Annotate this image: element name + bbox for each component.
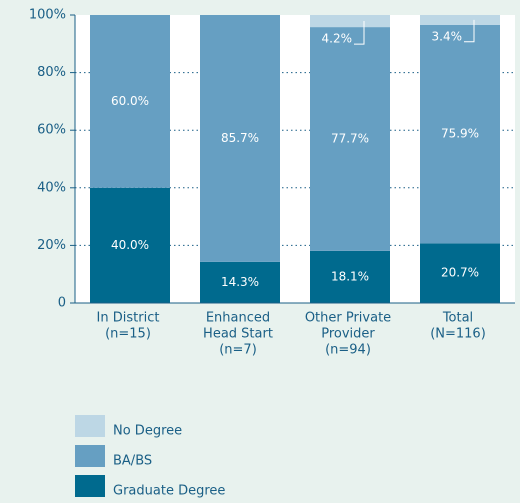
data-label: 60.0% [111,94,149,108]
bar-segment [90,15,170,188]
y-tick-label: 60% [37,123,66,138]
legend-label: BA/BS [113,454,152,469]
x-tick-label: (n=15) [105,327,151,342]
x-tick-label: Head Start [203,327,273,342]
data-label: 85.7% [221,131,259,145]
y-tick-label: 0 [58,296,66,311]
x-tick-label: (N=116) [430,327,486,342]
data-label: 40.0% [111,238,149,252]
data-label: 4.2% [322,32,353,46]
x-tick-label: Provider [321,327,375,342]
data-label: 77.7% [331,131,369,145]
bar-segment [200,261,280,303]
y-tick-label: 100% [29,8,66,23]
bar-segment [420,24,500,244]
x-tick-label: Enhanced [206,311,270,326]
legend-label: No Degree [113,424,182,439]
x-tick-label: In District [97,311,160,326]
y-tick-label: 20% [37,238,66,253]
bar-segment [90,187,170,303]
data-label: 3.4% [432,29,463,43]
bar-segment [420,15,500,25]
bar-segment [310,250,390,303]
data-label: 18.1% [331,269,369,283]
label-leader [464,19,475,43]
x-tick-label: (n=94) [325,343,371,358]
bar-segment [420,243,500,303]
legend-swatch [75,415,105,437]
label-leader [354,21,365,45]
legend-label: Graduate Degree [113,484,225,499]
legend-swatch [75,475,105,497]
bar-segment [310,15,390,28]
x-tick-label: Other Private [305,311,391,326]
y-tick-label: 40% [37,180,66,195]
legend-swatch [75,445,105,467]
x-tick-label: Total [442,311,473,326]
x-tick-label: (n=7) [219,343,257,358]
y-tick-label: 80% [37,65,66,80]
bar-segment [310,27,390,251]
data-label: 14.3% [221,275,259,289]
data-label: 20.7% [441,266,479,280]
bar-segment [200,15,280,262]
data-label: 75.9% [441,127,479,141]
